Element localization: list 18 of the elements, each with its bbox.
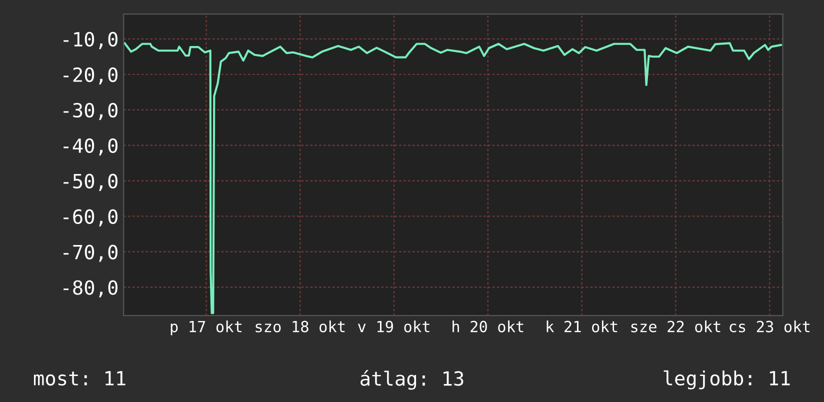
y-tick-label: -80,0: [64, 280, 118, 298]
y-tick-label: -30,0: [64, 102, 118, 120]
text: átlag: 13: [360, 370, 464, 390]
y-tick-label: -40,0: [64, 138, 118, 156]
x-tick-label: szo 18 okt: [256, 320, 345, 332]
x-tick-label: k 21 okt: [546, 320, 618, 332]
x-tick-label: h 20 okt: [452, 320, 524, 332]
text: most: 11: [34, 371, 126, 386]
x-tick-label: sze 22 okt: [631, 320, 720, 332]
y-tick-label: -20,0: [64, 67, 118, 85]
x-tick-label: p 17 okt: [170, 320, 242, 336]
y-tick-label: -70,0: [64, 244, 118, 262]
y-tick-label: -50,0: [64, 174, 118, 191]
y-tick-label: -60,0: [64, 209, 118, 226]
y-tick-label: -10,0: [64, 32, 118, 50]
text: legjobb: 11: [664, 370, 790, 390]
x-tick-label: v 19 okt: [358, 320, 430, 332]
x-tick-label: cs 23 okt: [730, 320, 810, 332]
